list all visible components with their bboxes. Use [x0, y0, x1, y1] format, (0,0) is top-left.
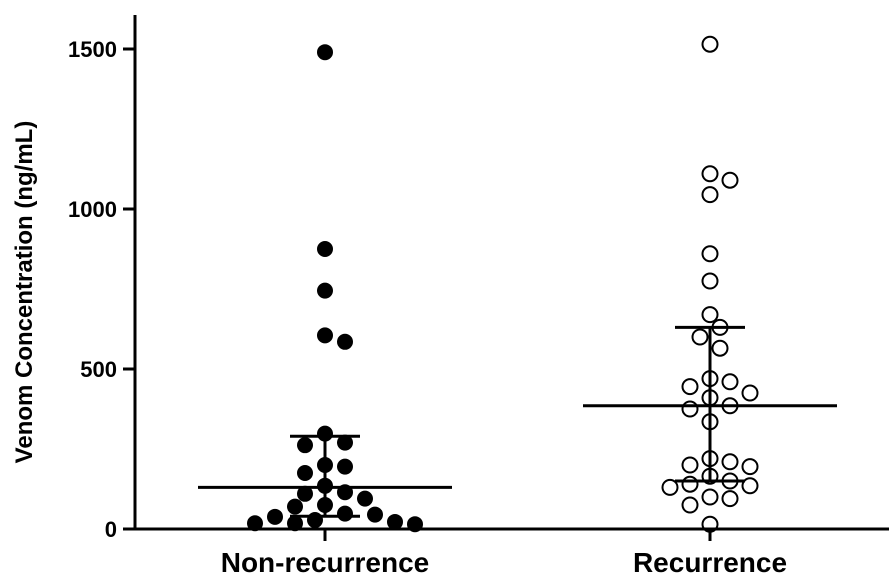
category-label-recurrence: Recurrence — [633, 547, 787, 574]
y-tick-label-1000: 1000 — [68, 197, 117, 222]
y-tick-label-500: 500 — [80, 357, 117, 382]
recurrence-point — [681, 400, 699, 418]
recurrence-point — [701, 272, 719, 290]
non-recurrence-point — [337, 458, 353, 475]
non-recurrence-point — [367, 506, 383, 523]
recurrence-point — [701, 245, 719, 263]
recurrence-point — [681, 475, 699, 493]
summary-bars — [198, 325, 837, 518]
recurrence-point — [721, 373, 739, 391]
non-recurrence-point — [297, 465, 313, 481]
non-recurrence-point — [337, 505, 353, 522]
non-recurrence-point — [317, 44, 333, 61]
non-recurrence-point — [267, 508, 283, 525]
non-recurrence-point — [317, 282, 333, 299]
y-axis-ticks — [123, 47, 135, 531]
recurrence-point — [741, 384, 759, 402]
recurrence-point — [681, 496, 699, 514]
recurrence-point — [691, 328, 709, 346]
recurrence-point — [661, 478, 679, 496]
x-axis-ticks — [323, 529, 712, 541]
recurrence-point — [721, 490, 739, 508]
recurrence-point — [681, 378, 699, 396]
y-tick-label-0: 0 — [105, 517, 117, 542]
non-recurrence-point — [297, 437, 313, 454]
non-recurrence-point — [287, 498, 303, 515]
non-recurrence-point — [317, 327, 333, 344]
non-recurrence-point — [317, 241, 333, 257]
y-tick-label-1500: 1500 — [68, 37, 117, 62]
recurrence-point — [701, 35, 719, 53]
y-axis-title: Venom Concentration (ng/mL) — [11, 121, 38, 464]
recurrence-point — [701, 306, 719, 324]
recurrence-point — [741, 458, 759, 476]
non-recurrence-point — [247, 515, 263, 532]
recurrence-point — [701, 165, 719, 183]
non-recurrence-point — [337, 333, 353, 350]
category-label-non-recurrence: Non-recurrence — [221, 547, 430, 574]
recurrence-point — [721, 453, 739, 471]
non-recurrence-point — [357, 490, 373, 507]
recurrence-point — [711, 339, 729, 357]
recurrence-point — [681, 456, 699, 474]
data-points — [247, 35, 759, 533]
non-recurrence-point — [387, 513, 403, 530]
recurrence-point — [741, 477, 759, 495]
recurrence-point — [701, 488, 719, 506]
y-axis-tick-labels: 0 500 1000 1500 — [68, 37, 117, 542]
recurrence-point — [701, 186, 719, 204]
recurrence-point — [721, 171, 739, 189]
